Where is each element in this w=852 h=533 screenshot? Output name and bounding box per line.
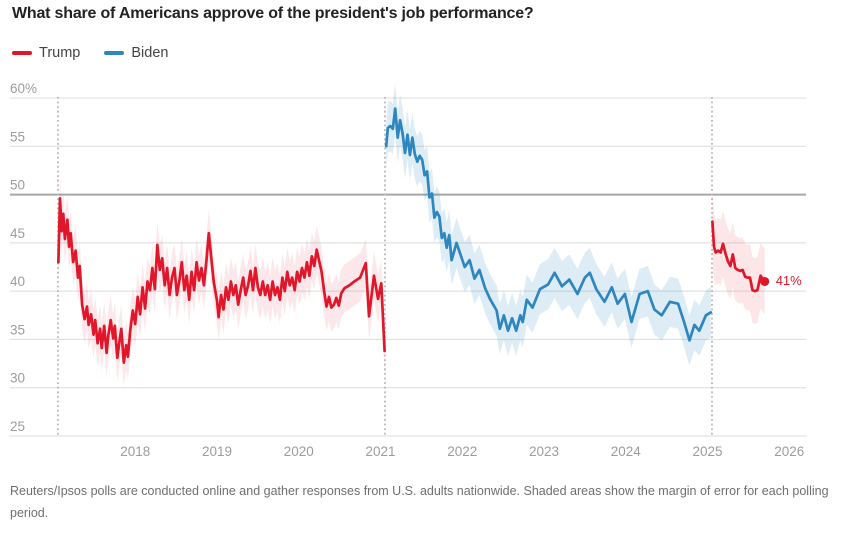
x-axis-label: 2018 <box>120 444 150 459</box>
x-axis-label: 2022 <box>447 444 477 459</box>
y-axis-label: 25 <box>10 419 25 434</box>
legend-label-trump: Trump <box>39 45 81 61</box>
trump-margin-band <box>58 174 385 387</box>
x-axis-label: 2025 <box>692 444 722 459</box>
biden-margin-band <box>386 83 711 366</box>
y-axis-label: 50 <box>10 178 25 193</box>
y-axis-label: 30 <box>10 371 25 386</box>
x-axis-label: 2021 <box>365 444 395 459</box>
x-axis-label: 2024 <box>611 444 642 459</box>
legend-label-biden: Biden <box>131 45 169 61</box>
y-axis-label: 45 <box>10 226 25 241</box>
y-axis-label: 35 <box>10 322 25 337</box>
legend-item-trump: Trump <box>12 45 80 61</box>
latest-value-dot <box>760 276 770 286</box>
x-axis-label: 2023 <box>529 444 559 459</box>
trump-margin-band <box>712 188 765 324</box>
trump-approval-line <box>711 220 767 293</box>
chart-title: What share of Americans approve of the p… <box>12 5 534 22</box>
biden-line-swatch-icon <box>104 51 125 55</box>
chart-legend: Trump Biden <box>12 45 168 61</box>
latest-value-label: 41% <box>775 273 802 289</box>
y-axis-label: 55 <box>10 129 25 144</box>
biden-approval-line <box>384 107 713 342</box>
trump-line-swatch-icon <box>12 51 32 55</box>
trump-approval-line <box>57 197 386 364</box>
y-axis-label: 40 <box>10 274 25 289</box>
y-axis-label: 60% <box>10 81 37 96</box>
x-axis-label: 2026 <box>774 444 804 459</box>
x-axis-label: 2020 <box>284 444 314 459</box>
legend-item-biden: Biden <box>104 45 168 61</box>
x-axis-label: 2019 <box>202 444 232 459</box>
footer-note: Reuters/Ipsos polls are conducted online… <box>10 484 829 520</box>
